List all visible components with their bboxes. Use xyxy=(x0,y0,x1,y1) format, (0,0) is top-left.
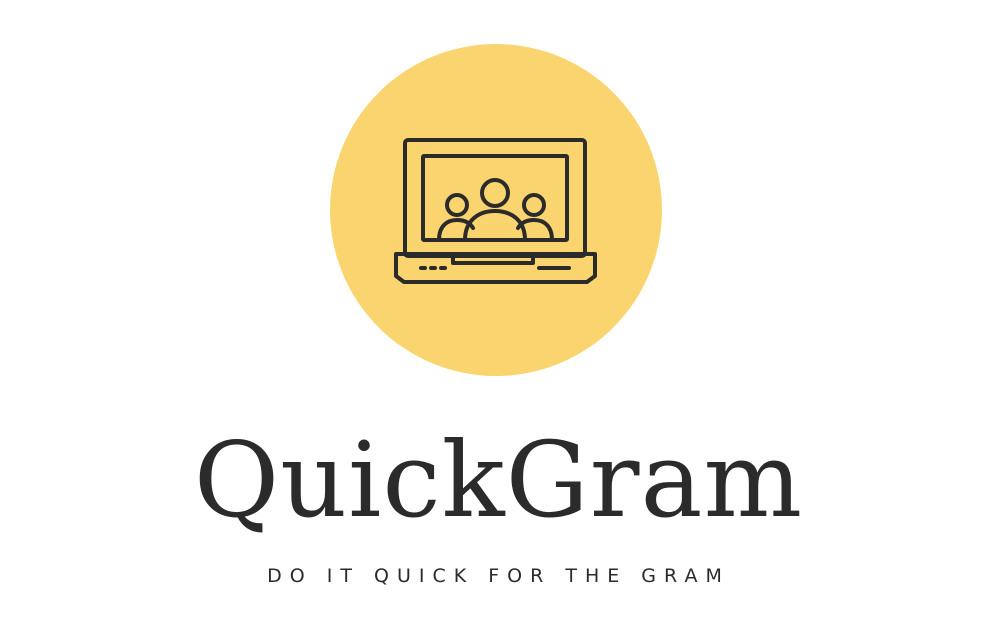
laptop-screen xyxy=(421,154,569,242)
laptop-base xyxy=(394,252,597,284)
person-left-head xyxy=(445,193,469,217)
laptop-group-icon xyxy=(394,138,597,284)
person-center-body xyxy=(463,209,527,242)
trackpad-slot xyxy=(451,256,535,265)
brand-name: QuickGram xyxy=(193,419,804,541)
person-right-head xyxy=(522,193,546,217)
person-center-head xyxy=(480,178,510,208)
tagline: DO IT QUICK FOR THE GRAM xyxy=(267,565,730,587)
